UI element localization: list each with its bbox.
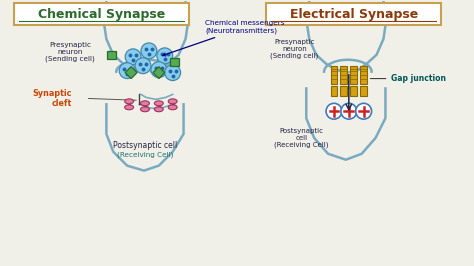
FancyBboxPatch shape — [340, 66, 347, 84]
Circle shape — [135, 58, 151, 74]
Text: Postsynaptic
cell
(Receiving Cell): Postsynaptic cell (Receiving Cell) — [274, 128, 328, 148]
Ellipse shape — [125, 105, 134, 110]
Text: Chemical Synapse: Chemical Synapse — [38, 8, 165, 21]
Ellipse shape — [125, 99, 134, 104]
Ellipse shape — [155, 101, 163, 106]
Circle shape — [141, 43, 157, 59]
FancyBboxPatch shape — [330, 85, 337, 96]
Ellipse shape — [168, 105, 177, 110]
Text: (Receiving Cell): (Receiving Cell) — [117, 152, 173, 158]
Text: Postsynaptic cell: Postsynaptic cell — [113, 141, 177, 150]
Circle shape — [157, 48, 173, 64]
Circle shape — [341, 103, 357, 119]
Text: Electrical Synapse: Electrical Synapse — [290, 8, 418, 21]
FancyBboxPatch shape — [350, 66, 357, 84]
Text: Presynaptic
neuron
(Sending cell): Presynaptic neuron (Sending cell) — [270, 39, 319, 59]
Text: Chemical messengers
(Neurotransmitters): Chemical messengers (Neurotransmitters) — [163, 20, 285, 56]
FancyBboxPatch shape — [330, 66, 337, 84]
FancyBboxPatch shape — [266, 3, 441, 25]
Ellipse shape — [155, 107, 163, 112]
Circle shape — [151, 62, 167, 78]
Text: Synaptic
cleft: Synaptic cleft — [32, 89, 72, 108]
Ellipse shape — [168, 99, 177, 104]
FancyBboxPatch shape — [360, 85, 367, 96]
Circle shape — [326, 103, 342, 119]
FancyBboxPatch shape — [350, 85, 357, 96]
FancyBboxPatch shape — [14, 3, 189, 25]
Text: Gap junction: Gap junction — [370, 74, 447, 83]
Circle shape — [119, 63, 135, 78]
Circle shape — [165, 65, 181, 81]
Circle shape — [125, 49, 141, 65]
FancyBboxPatch shape — [360, 66, 367, 84]
FancyBboxPatch shape — [340, 85, 347, 96]
Text: Presynaptic
neuron
(Sending cell): Presynaptic neuron (Sending cell) — [45, 41, 95, 62]
Circle shape — [356, 103, 372, 119]
Ellipse shape — [140, 107, 149, 112]
Ellipse shape — [140, 101, 149, 106]
